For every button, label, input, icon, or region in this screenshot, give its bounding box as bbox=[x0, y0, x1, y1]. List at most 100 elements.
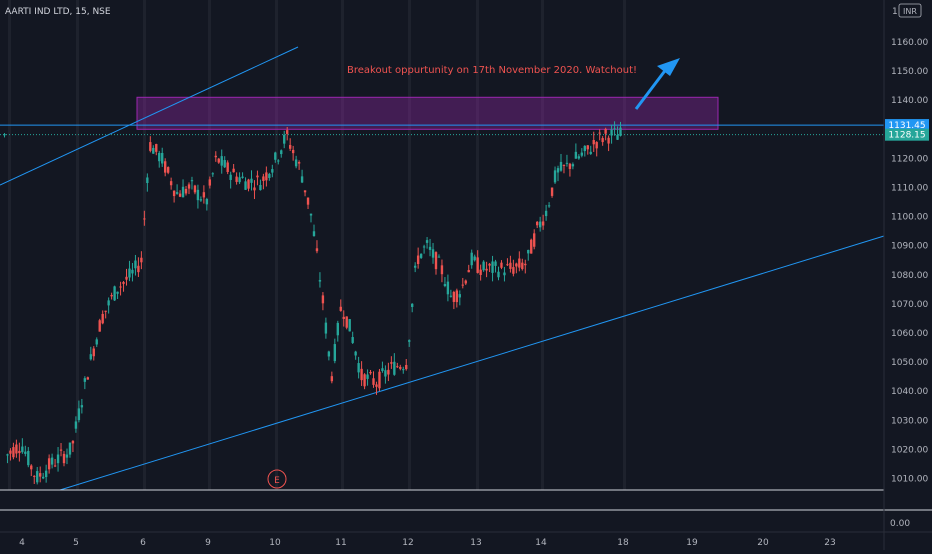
candle bbox=[342, 310, 345, 327]
price-tag bbox=[885, 128, 929, 141]
candle bbox=[6, 453, 9, 464]
candle bbox=[506, 258, 509, 267]
candle bbox=[393, 353, 396, 376]
candle bbox=[24, 445, 27, 457]
candle bbox=[464, 279, 467, 286]
candle bbox=[274, 151, 277, 163]
candle bbox=[152, 145, 155, 154]
candle bbox=[553, 166, 557, 184]
candle bbox=[92, 346, 95, 361]
price-tick-label: 1160.00 bbox=[891, 38, 928, 48]
time-tick-label: 6 bbox=[140, 538, 146, 548]
candle bbox=[488, 262, 491, 273]
candle bbox=[44, 464, 48, 483]
candle bbox=[396, 362, 399, 368]
candle bbox=[530, 238, 533, 254]
candle bbox=[280, 149, 283, 158]
time-tick-label: 4 bbox=[19, 538, 25, 548]
candle bbox=[476, 250, 479, 274]
candle bbox=[428, 238, 432, 257]
candle bbox=[533, 229, 536, 250]
time-axis[interactable]: 4 5 6 9 10 11 12 13 14 18 19 20 23 bbox=[19, 538, 836, 548]
candle bbox=[565, 154, 569, 167]
candle bbox=[131, 262, 134, 282]
candle bbox=[95, 337, 98, 348]
lower-channel-line[interactable] bbox=[59, 235, 885, 491]
candle bbox=[217, 157, 220, 164]
candle bbox=[226, 160, 229, 175]
session-divider bbox=[208, 0, 211, 490]
time-tick-label: 13 bbox=[470, 538, 481, 548]
candle bbox=[497, 266, 500, 281]
candle bbox=[485, 261, 488, 278]
time-tick-label: 20 bbox=[757, 538, 769, 548]
time-tick-label: 11 bbox=[335, 538, 346, 548]
annotation-text[interactable]: Breakout oppurtunity on 17th November 20… bbox=[347, 65, 637, 76]
candle bbox=[166, 166, 170, 175]
candle bbox=[208, 176, 212, 189]
symbol-header: AARTI IND LTD, 15, NSE bbox=[5, 7, 111, 17]
candle bbox=[366, 369, 369, 386]
currency-badge[interactable]: INR bbox=[898, 3, 922, 18]
candle bbox=[169, 177, 173, 190]
candle bbox=[146, 173, 149, 192]
candle bbox=[89, 346, 92, 361]
candle bbox=[327, 350, 331, 361]
price-tick-label: 1070.00 bbox=[891, 300, 928, 310]
candle bbox=[306, 197, 310, 210]
price-tick-label: 1100.00 bbox=[891, 213, 928, 223]
candle bbox=[354, 350, 357, 360]
candle bbox=[21, 438, 24, 454]
time-tick-label: 12 bbox=[402, 538, 413, 548]
candle bbox=[113, 285, 116, 301]
price-tick-label: 1090.00 bbox=[891, 242, 928, 252]
candle bbox=[15, 439, 18, 458]
candle bbox=[232, 163, 235, 173]
candle bbox=[184, 185, 188, 196]
price-axis[interactable]: 1160.001150.001140.001130.001120.001110.… bbox=[891, 38, 928, 485]
candle bbox=[360, 361, 363, 386]
candle bbox=[77, 400, 81, 423]
candle bbox=[324, 317, 328, 339]
candle bbox=[449, 289, 453, 298]
candle bbox=[62, 451, 66, 467]
candle bbox=[241, 172, 244, 179]
candle bbox=[500, 260, 503, 270]
candle bbox=[574, 143, 578, 159]
candle bbox=[104, 310, 107, 319]
candle bbox=[223, 156, 226, 169]
candle bbox=[586, 145, 589, 155]
candle bbox=[36, 466, 39, 485]
candle bbox=[568, 162, 572, 177]
candle bbox=[3, 133, 6, 138]
candle bbox=[538, 216, 542, 232]
candle bbox=[592, 131, 595, 152]
candle bbox=[41, 472, 45, 480]
candle bbox=[229, 171, 232, 189]
candle bbox=[339, 299, 342, 312]
candle bbox=[431, 242, 435, 264]
earnings-event-marker[interactable]: E bbox=[267, 469, 287, 489]
candle bbox=[381, 361, 384, 373]
candle bbox=[541, 214, 545, 230]
indicator-pane-value: 0.00 bbox=[890, 519, 910, 529]
candle bbox=[524, 259, 527, 274]
upper-channel-line[interactable] bbox=[0, 46, 299, 186]
candle bbox=[303, 190, 307, 197]
candle bbox=[265, 166, 268, 187]
candle bbox=[619, 121, 622, 137]
candle bbox=[312, 224, 316, 237]
candle bbox=[491, 255, 494, 282]
candle bbox=[74, 416, 78, 433]
candle bbox=[65, 448, 69, 465]
candle bbox=[262, 173, 265, 190]
candle bbox=[86, 376, 90, 380]
candle bbox=[80, 398, 84, 414]
breakout-arrow[interactable] bbox=[634, 58, 680, 110]
candle bbox=[461, 277, 464, 289]
candle bbox=[155, 143, 158, 156]
candle bbox=[291, 145, 295, 161]
candle bbox=[321, 292, 325, 311]
session-divider bbox=[275, 0, 278, 490]
